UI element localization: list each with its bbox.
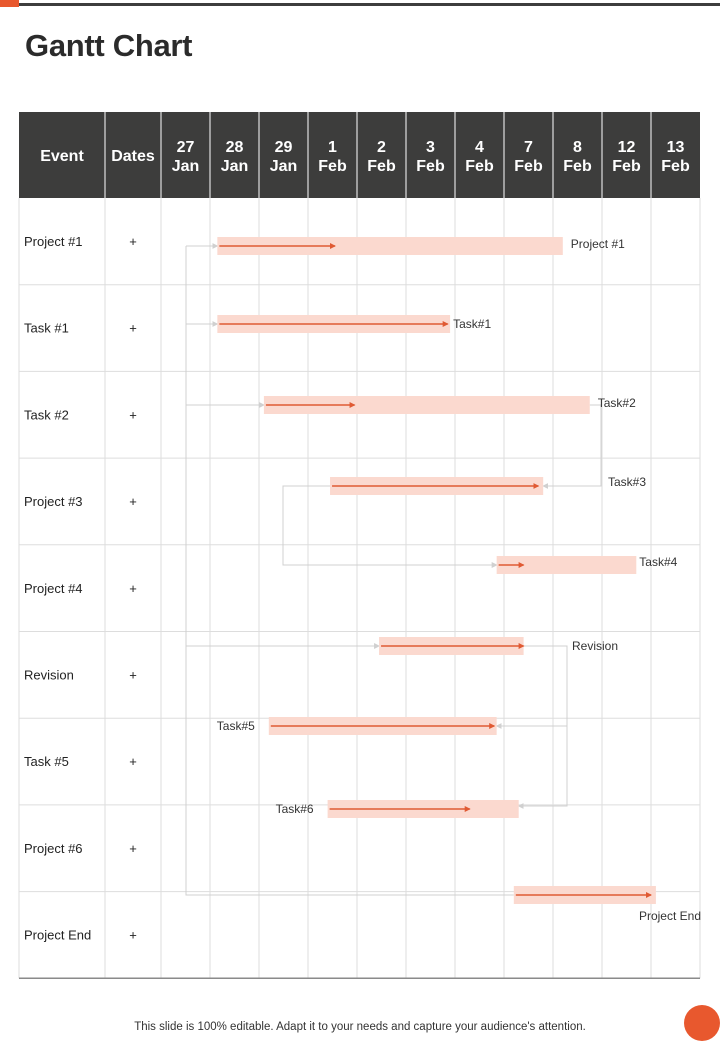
header-day-number: 2 bbox=[377, 139, 386, 156]
header-day-month: Feb bbox=[367, 158, 396, 175]
header-day-number: 27 bbox=[177, 139, 195, 156]
accent-circle bbox=[684, 1005, 720, 1041]
row-event-label: Project End bbox=[24, 928, 91, 943]
row-event-label: Project #1 bbox=[24, 234, 83, 249]
gantt-bar bbox=[496, 556, 637, 574]
row-dates-plus: + bbox=[129, 321, 137, 336]
gantt-bar bbox=[217, 237, 563, 255]
gantt-bar bbox=[263, 396, 590, 414]
bar-label: Project #1 bbox=[571, 237, 625, 251]
header-day-number: 1 bbox=[328, 139, 337, 156]
header-dates: Dates bbox=[111, 148, 155, 165]
bar-label: Task#1 bbox=[453, 317, 491, 331]
row-event-label: Project #3 bbox=[24, 494, 83, 509]
row-dates-plus: + bbox=[129, 234, 137, 249]
header-day-number: 12 bbox=[618, 139, 636, 156]
header-day-month: Feb bbox=[318, 158, 347, 175]
header-event: Event bbox=[40, 148, 84, 165]
page-title: Gantt Chart bbox=[25, 28, 193, 63]
row-event-label: Project #4 bbox=[24, 581, 83, 596]
connector-line bbox=[282, 485, 498, 568]
header-day-month: Feb bbox=[661, 158, 690, 175]
row-event-label: Task #1 bbox=[24, 321, 69, 336]
header-day-number: 29 bbox=[275, 139, 293, 156]
bar-label: Project End bbox=[639, 909, 701, 923]
top-rule bbox=[0, 3, 720, 6]
connector-line bbox=[542, 404, 602, 489]
header-day-month: Feb bbox=[465, 158, 494, 175]
connector-line bbox=[495, 645, 568, 729]
header-day-number: 7 bbox=[524, 139, 533, 156]
row-dates-plus: + bbox=[129, 494, 137, 509]
row-event-label: Project #6 bbox=[24, 841, 83, 856]
row-event-label: Task #5 bbox=[24, 754, 69, 769]
bar-label: Revision bbox=[572, 639, 618, 653]
header-day-month: Jan bbox=[270, 158, 298, 175]
bar-label: Task#6 bbox=[276, 802, 314, 816]
bar-label: Task#4 bbox=[639, 555, 677, 569]
bar-label: Task#3 bbox=[608, 475, 646, 489]
header-day-number: 3 bbox=[426, 139, 435, 156]
row-dates-plus: + bbox=[129, 668, 137, 683]
row-dates-plus: + bbox=[129, 407, 137, 422]
footer-note: This slide is 100% editable. Adapt it to… bbox=[134, 1021, 586, 1033]
header-day-month: Jan bbox=[221, 158, 249, 175]
bar-label: Task#2 bbox=[598, 396, 636, 410]
header-day-number: 8 bbox=[573, 139, 582, 156]
header-day-month: Feb bbox=[563, 158, 592, 175]
header-day-month: Feb bbox=[514, 158, 543, 175]
row-dates-plus: + bbox=[129, 754, 137, 769]
header-day-month: Jan bbox=[172, 158, 200, 175]
table-header-bg bbox=[19, 112, 700, 198]
header-day-number: 4 bbox=[475, 139, 484, 156]
connector-line bbox=[185, 246, 514, 896]
connector-line bbox=[517, 726, 568, 809]
top-accent-mark bbox=[0, 0, 19, 7]
header-day-month: Feb bbox=[416, 158, 445, 175]
row-dates-plus: + bbox=[129, 928, 137, 943]
row-dates-plus: + bbox=[129, 841, 137, 856]
row-event-label: Task #2 bbox=[24, 407, 69, 422]
row-event-label: Revision bbox=[24, 668, 74, 683]
gantt-chart: Event Dates 27 Jan 28 Jan 29 Jan 1 Feb 2 Feb 3 Feb 4 Fe… bbox=[18, 112, 701, 980]
bar-label: Task#5 bbox=[217, 719, 255, 733]
header-day-number: 28 bbox=[226, 139, 244, 156]
row-dates-plus: + bbox=[129, 581, 137, 596]
header-day-month: Feb bbox=[612, 158, 641, 175]
header-day-number: 13 bbox=[667, 139, 685, 156]
